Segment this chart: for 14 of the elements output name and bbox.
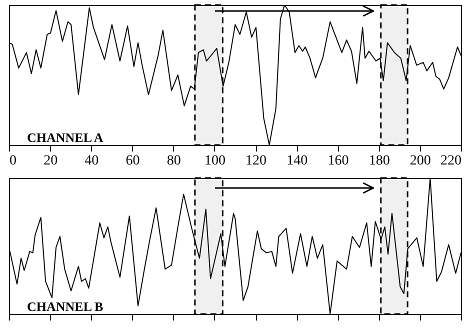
x-tick-label: 60 (126, 154, 140, 168)
x-tick-label: 80 (166, 154, 181, 168)
x-tick-label: 180 (368, 154, 390, 168)
x-tick-label: 40 (84, 154, 99, 168)
x-tick-label: 160 (328, 154, 349, 168)
annotation: CHANNEL A (27, 130, 104, 145)
x-tick-label: 20 (44, 154, 58, 168)
x-tick-label: 0 (10, 154, 16, 168)
x-tick-label: 220 (440, 154, 462, 168)
x-tick-label: 140 (286, 154, 308, 168)
annotation: CHANNEL B (27, 299, 104, 314)
x-tick-label: 120 (246, 154, 267, 168)
x-tick-label: 200 (410, 154, 431, 168)
x-tick-label: 100 (204, 154, 226, 168)
